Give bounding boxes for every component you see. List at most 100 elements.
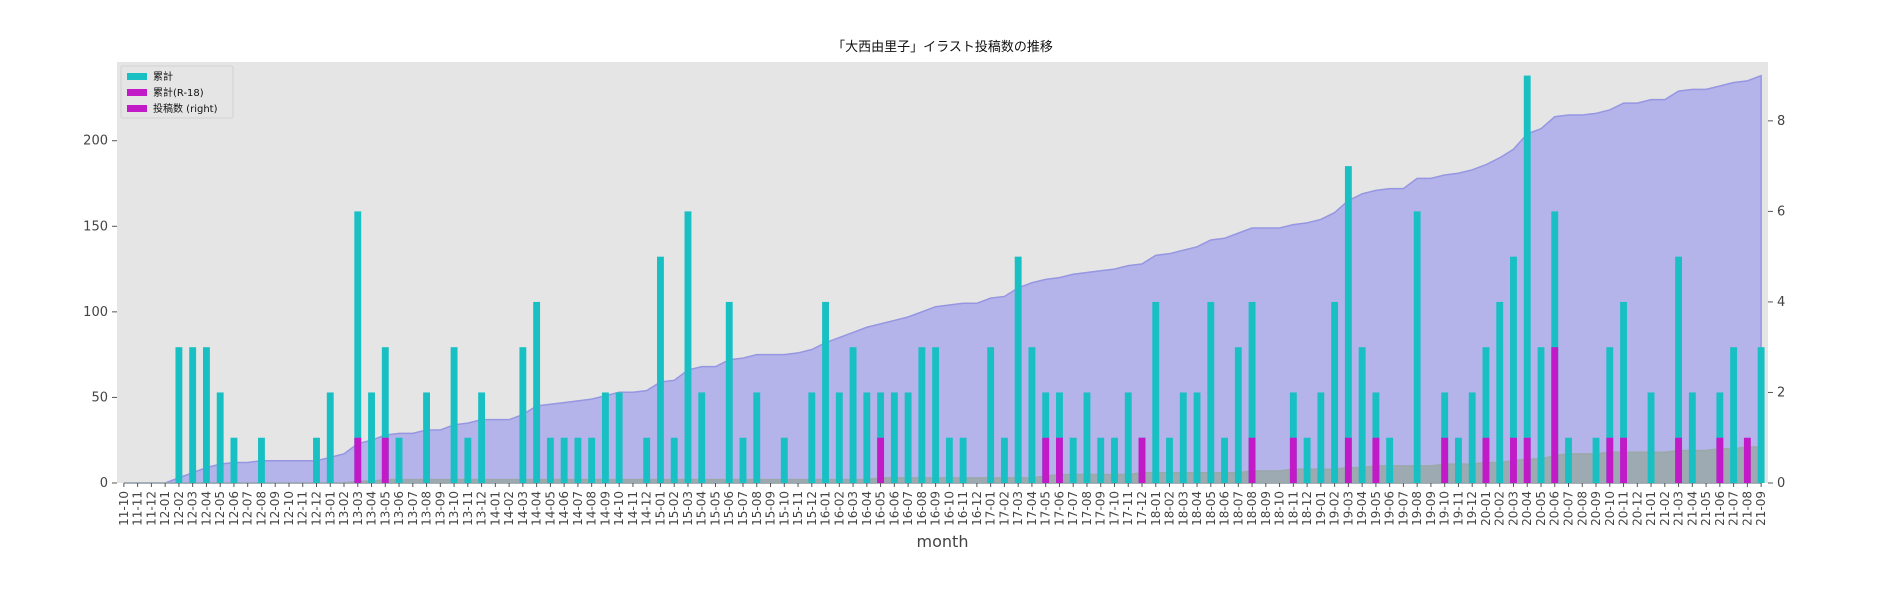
x-tick-label: 15-02 bbox=[667, 491, 681, 526]
x-tick-label: 18-04 bbox=[1190, 491, 1204, 526]
y-tick-label: 100 bbox=[83, 305, 108, 320]
x-tick-label: 17-04 bbox=[1025, 491, 1039, 526]
bar-0-17-08 bbox=[1083, 392, 1091, 483]
bar-0-21-03 bbox=[1675, 256, 1683, 483]
x-tick-label: 12-01 bbox=[158, 491, 172, 526]
x-tick-label: 19-11 bbox=[1451, 491, 1465, 526]
x-tick-label: 15-06 bbox=[722, 491, 736, 526]
x-tick-label: 14-08 bbox=[585, 491, 599, 526]
x-tick-label: 16-06 bbox=[887, 491, 901, 526]
x-tick-label: 18-08 bbox=[1245, 491, 1259, 526]
bar-0-19-11 bbox=[1455, 437, 1462, 483]
x-tick-label: 13-08 bbox=[420, 491, 434, 526]
bar-0-12-03 bbox=[189, 347, 197, 483]
bar-0-19-06 bbox=[1386, 437, 1394, 483]
bar-0-20-07 bbox=[1565, 437, 1572, 483]
x-tick-label: 13-02 bbox=[337, 491, 351, 526]
bar-0-18-07 bbox=[1234, 347, 1242, 483]
x-tick-label: 21-05 bbox=[1699, 491, 1713, 526]
bar-0-20-04 bbox=[1523, 75, 1531, 483]
x-tick-label: 19-10 bbox=[1438, 491, 1452, 526]
bar-1-18-11 bbox=[1289, 437, 1297, 483]
bar-0-13-10 bbox=[450, 347, 458, 483]
bar-0-16-10 bbox=[945, 437, 953, 483]
y-tick-label: 200 bbox=[83, 134, 108, 149]
bar-0-18-03 bbox=[1179, 392, 1187, 483]
bar-1-20-01 bbox=[1482, 437, 1490, 483]
x-tick-label: 16-12 bbox=[970, 491, 984, 526]
bar-1-20-10 bbox=[1606, 437, 1614, 483]
x-tick-label: 17-02 bbox=[997, 491, 1011, 526]
bar-0-20-05 bbox=[1537, 347, 1545, 483]
bar-1-20-04 bbox=[1523, 437, 1531, 483]
x-tick-label: 21-07 bbox=[1727, 491, 1741, 526]
bar-1-19-05 bbox=[1372, 437, 1380, 483]
x-tick-label: 15-09 bbox=[764, 491, 778, 526]
x-tick-label: 19-08 bbox=[1410, 491, 1424, 526]
x-tick-label: 13-06 bbox=[392, 491, 406, 526]
bar-0-15-02 bbox=[670, 437, 678, 483]
x-tick-label: 20-09 bbox=[1589, 491, 1603, 526]
bar-0-18-11 bbox=[1289, 392, 1297, 483]
bar-0-15-04 bbox=[698, 392, 706, 483]
x-tick-label: 21-02 bbox=[1658, 491, 1672, 526]
x-tick-label: 15-04 bbox=[695, 491, 709, 526]
bar-0-21-01 bbox=[1647, 392, 1655, 483]
bar-0-15-01 bbox=[657, 256, 664, 483]
x-tick-label: 18-06 bbox=[1218, 491, 1232, 526]
x-tick-label: 16-07 bbox=[901, 491, 915, 526]
x-tick-label: 13-09 bbox=[433, 491, 447, 526]
x-tick-label: 19-06 bbox=[1383, 491, 1397, 526]
x-tick-label: 14-02 bbox=[502, 491, 516, 526]
x-tick-label: 13-12 bbox=[475, 491, 489, 526]
x-tick-label: 16-04 bbox=[860, 491, 874, 526]
x-tick-label: 14-05 bbox=[543, 491, 557, 526]
bar-0-14-05 bbox=[546, 437, 554, 483]
x-tick-label: 16-08 bbox=[915, 491, 929, 526]
y2-tick-label: 4 bbox=[1777, 295, 1785, 310]
bar-1-19-10 bbox=[1441, 437, 1449, 483]
bar-0-17-05 bbox=[1042, 392, 1050, 483]
bar-0-19-01 bbox=[1317, 392, 1325, 483]
chart-title: 「大西由里子」イラスト投稿数の推移 bbox=[832, 39, 1053, 55]
x-tick-label: 21-04 bbox=[1685, 491, 1699, 526]
x-tick-label: 12-10 bbox=[282, 491, 296, 526]
bar-1-17-06 bbox=[1056, 437, 1063, 483]
bar-0-18-05 bbox=[1207, 301, 1215, 483]
x-axis-label: month bbox=[917, 532, 969, 551]
x-tick-label: 21-03 bbox=[1672, 491, 1686, 526]
x-tick-label: 20-10 bbox=[1603, 491, 1617, 526]
bar-0-18-08 bbox=[1248, 301, 1256, 483]
bar-0-19-05 bbox=[1372, 392, 1380, 483]
x-tick-label: 15-05 bbox=[708, 491, 722, 526]
bar-0-13-06 bbox=[395, 437, 403, 483]
y2-tick-label: 6 bbox=[1777, 204, 1785, 219]
bar-0-19-10 bbox=[1441, 392, 1449, 483]
x-tick-label: 15-07 bbox=[736, 491, 750, 526]
bar-0-17-06 bbox=[1056, 392, 1063, 483]
x-tick-label: 17-03 bbox=[1011, 491, 1025, 526]
bar-0-14-12 bbox=[643, 437, 651, 483]
x-tick-label: 11-12 bbox=[144, 491, 158, 526]
x-tick-label: 19-02 bbox=[1328, 491, 1342, 526]
bar-0-13-04 bbox=[368, 392, 375, 483]
x-tick-label: 21-09 bbox=[1754, 491, 1768, 526]
x-tick-label: 16-05 bbox=[874, 491, 888, 526]
bar-0-16-02 bbox=[835, 392, 843, 483]
bar-0-13-01 bbox=[326, 392, 334, 483]
x-tick-label: 17-12 bbox=[1135, 491, 1149, 526]
bar-0-13-12 bbox=[478, 392, 486, 483]
bar-0-14-06 bbox=[560, 437, 568, 483]
y-tick-label: 0 bbox=[100, 476, 108, 491]
bar-0-19-02 bbox=[1331, 301, 1339, 483]
bar-0-17-03 bbox=[1014, 256, 1022, 483]
x-tick-label: 18-10 bbox=[1273, 491, 1287, 526]
bar-0-17-09 bbox=[1097, 437, 1105, 483]
y-tick-label: 150 bbox=[83, 219, 108, 234]
x-tick-label: 17-07 bbox=[1066, 491, 1080, 526]
y2-tick-label: 2 bbox=[1777, 385, 1785, 400]
bar-1-20-03 bbox=[1510, 437, 1517, 483]
bar-0-12-12 bbox=[313, 437, 320, 483]
